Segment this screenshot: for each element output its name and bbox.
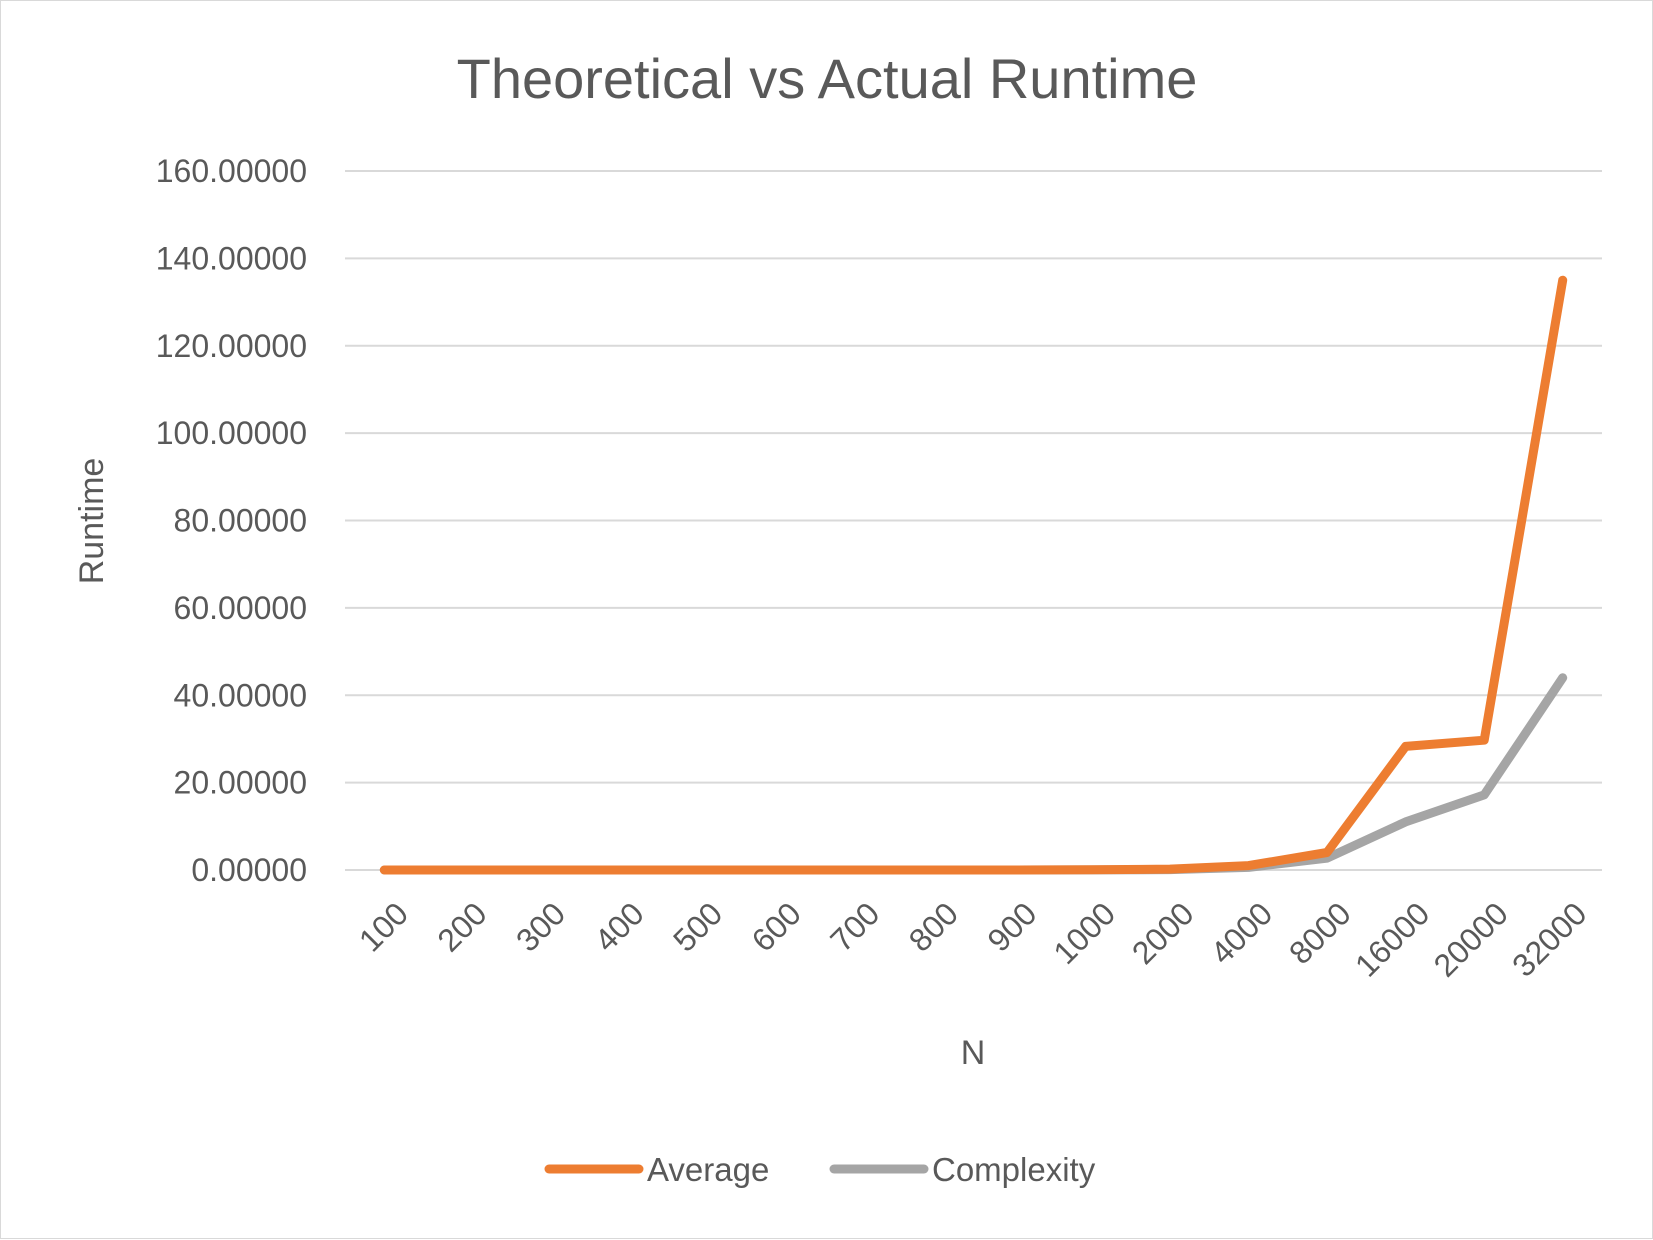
x-axis-ticks: 100 200 300 400 500 600 700 800 900 1000 2000 4000 8… — [352, 895, 1594, 983]
x-tick-label: 8000 — [1282, 895, 1358, 971]
x-axis-label: N — [961, 1034, 986, 1072]
y-tick-label: 0.00000 — [191, 852, 307, 888]
chart-title: Theoretical vs Actual Runtime — [457, 47, 1198, 110]
legend-label-average: Average — [647, 1151, 769, 1188]
y-tick-label: 80.00000 — [174, 503, 307, 539]
x-tick-label: 32000 — [1505, 895, 1593, 983]
x-tick-label: 800 — [902, 895, 965, 958]
x-tick-label: 900 — [980, 895, 1043, 958]
y-tick-label: 100.00000 — [156, 415, 307, 451]
y-tick-label: 40.00000 — [174, 677, 307, 713]
y-tick-label: 140.00000 — [156, 240, 307, 276]
series-lines — [379, 275, 1568, 875]
x-tick-label: 16000 — [1348, 895, 1436, 983]
legend: Average Complexity — [544, 1151, 1096, 1188]
x-tick-label: 20000 — [1427, 895, 1515, 983]
x-tick-label: 4000 — [1203, 895, 1279, 971]
y-axis-label: Runtime — [73, 458, 111, 585]
legend-label-complexity: Complexity — [932, 1151, 1096, 1188]
gridlines — [345, 170, 1602, 871]
x-tick-label: 700 — [823, 895, 886, 958]
y-axis-ticks: 0.00000 20.00000 40.00000 60.00000 80.00000 1… — [156, 153, 307, 888]
x-tick-label: 2000 — [1125, 895, 1201, 971]
y-tick-label: 60.00000 — [174, 590, 307, 626]
x-tick-label: 200 — [430, 895, 493, 958]
y-tick-label: 160.00000 — [156, 153, 307, 189]
x-tick-label: 600 — [745, 895, 808, 958]
x-tick-label: 1000 — [1046, 895, 1122, 971]
y-tick-label: 120.00000 — [156, 328, 307, 364]
x-tick-label: 300 — [509, 895, 572, 958]
x-tick-label: 500 — [666, 895, 729, 958]
series-line-average — [379, 275, 1568, 875]
y-tick-label: 20.00000 — [174, 765, 307, 801]
x-tick-label: 100 — [352, 895, 415, 958]
x-tick-label: 400 — [588, 895, 651, 958]
